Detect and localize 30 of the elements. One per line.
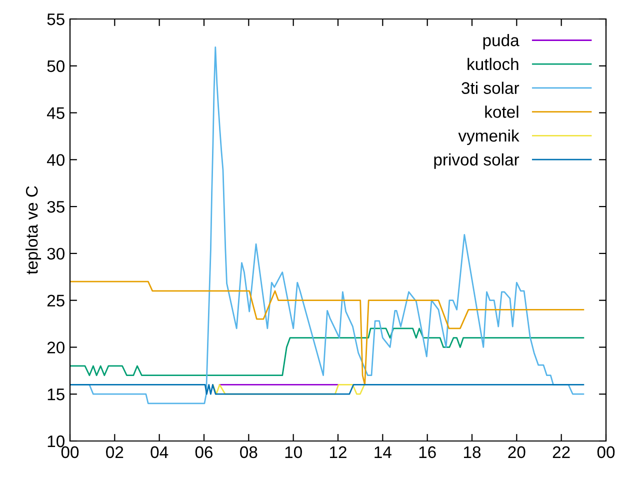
x-tick-label: 18 xyxy=(464,446,481,458)
y-tick-label: 15 xyxy=(48,388,64,400)
y-axis-title: teplota ve C xyxy=(26,186,42,274)
x-tick-label: 12 xyxy=(330,446,346,458)
legend-label: kutloch xyxy=(468,58,518,70)
legend-label: 3ti solar xyxy=(462,82,520,94)
y-tick-label: 30 xyxy=(47,248,64,260)
x-tick-label: 14 xyxy=(374,446,392,458)
legend-label: privod solar xyxy=(434,153,520,169)
legend-label: kotel xyxy=(485,106,518,118)
x-tick-label: 04 xyxy=(150,446,168,458)
y-tick-label: 10 xyxy=(48,435,64,448)
legend-label: puda xyxy=(483,34,520,50)
y-tick-label: 35 xyxy=(47,200,64,213)
y-tick-label: 55 xyxy=(47,14,64,26)
legend-label: vymenik xyxy=(458,129,520,146)
x-tick-label: 06 xyxy=(195,446,213,458)
y-tick-label: 50 xyxy=(47,60,64,72)
x-tick-label: 08 xyxy=(240,446,258,458)
x-tick-label: 20 xyxy=(508,446,526,458)
y-tick-label: 40 xyxy=(46,154,64,166)
y-tick-label: 45 xyxy=(46,107,64,119)
x-tick-label: 00 xyxy=(597,446,615,458)
x-tick-label: 16 xyxy=(419,446,436,458)
x-tick-label: 10 xyxy=(285,446,302,458)
x-tick-label: 00 xyxy=(61,446,79,458)
y-tick-label: 25 xyxy=(47,294,64,307)
x-tick-label: 22 xyxy=(552,446,570,458)
x-tick-label: 02 xyxy=(106,446,124,458)
y-tick-label: 20 xyxy=(47,342,64,354)
